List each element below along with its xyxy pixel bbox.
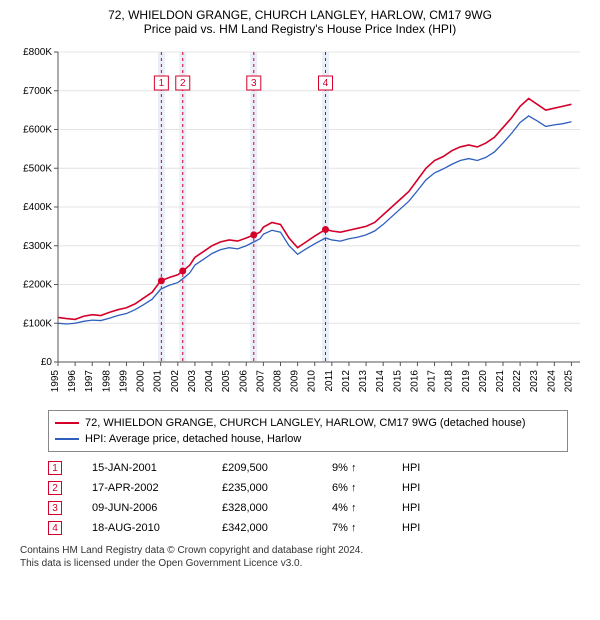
legend-label: HPI: Average price, detached house, Harl… <box>85 433 301 445</box>
svg-text:2006: 2006 <box>238 370 249 393</box>
legend-swatch <box>55 438 79 440</box>
svg-text:2023: 2023 <box>529 370 540 393</box>
event-delta: 6% ↑ <box>332 482 402 494</box>
svg-text:1997: 1997 <box>84 370 95 393</box>
footer-line2: This data is licensed under the Open Gov… <box>20 557 590 570</box>
svg-text:2012: 2012 <box>341 370 352 393</box>
event-price: £342,000 <box>222 522 332 534</box>
svg-text:£100K: £100K <box>23 318 52 329</box>
event-price: £209,500 <box>222 462 332 474</box>
svg-text:1995: 1995 <box>50 370 61 393</box>
event-price: £328,000 <box>222 502 332 514</box>
svg-text:£600K: £600K <box>23 125 52 136</box>
svg-text:2013: 2013 <box>358 370 369 393</box>
svg-text:£800K: £800K <box>23 47 52 58</box>
svg-text:2018: 2018 <box>444 370 455 393</box>
event-row: 4 18-AUG-2010£342,0007% ↑HPI <box>48 518 568 538</box>
event-marker: 2 <box>48 481 62 495</box>
svg-text:£500K: £500K <box>23 163 52 174</box>
event-hpi: HPI <box>402 502 442 514</box>
svg-text:£400K: £400K <box>23 202 52 213</box>
event-date: 17-APR-2002 <box>92 482 222 494</box>
chart-svg: 1 2 3 4 £0 £100K £200K £300K £400K £500K £600K £700… <box>10 42 590 402</box>
svg-text:£700K: £700K <box>23 86 52 97</box>
event-row: 3 09-JUN-2006£328,0004% ↑HPI <box>48 498 568 518</box>
event-delta: 4% ↑ <box>332 502 402 514</box>
event-date: 18-AUG-2010 <box>92 522 222 534</box>
svg-text:2015: 2015 <box>392 370 403 393</box>
svg-text:2025: 2025 <box>563 370 574 393</box>
event-hpi: HPI <box>402 462 442 474</box>
svg-text:2021: 2021 <box>495 370 506 393</box>
footer-line1: Contains HM Land Registry data © Crown c… <box>20 544 590 557</box>
svg-text:2001: 2001 <box>153 370 164 393</box>
svg-text:1: 1 <box>159 78 165 89</box>
svg-text:1996: 1996 <box>67 370 78 393</box>
event-marker: 3 <box>48 501 62 515</box>
svg-text:2010: 2010 <box>307 370 318 393</box>
svg-text:2016: 2016 <box>409 370 420 393</box>
svg-text:2014: 2014 <box>375 370 386 393</box>
event-price: £235,000 <box>222 482 332 494</box>
svg-text:2004: 2004 <box>204 370 215 393</box>
svg-text:2000: 2000 <box>136 370 147 393</box>
event-table: 115-JAN-2001£209,5009% ↑HPI217-APR-2002£… <box>48 458 568 538</box>
svg-text:2022: 2022 <box>512 370 523 393</box>
svg-text:£300K: £300K <box>23 241 52 252</box>
event-row: 1 15-JAN-2001£209,5009% ↑HPI <box>48 458 568 478</box>
chart-title-block: 72, WHIELDON GRANGE, CHURCH LANGLEY, HAR… <box>10 8 590 36</box>
legend-label: 72, WHIELDON GRANGE, CHURCH LANGLEY, HAR… <box>85 417 526 429</box>
svg-text:2008: 2008 <box>272 370 283 393</box>
legend-row: HPI: Average price, detached house, Harl… <box>55 431 561 447</box>
legend-row: 72, WHIELDON GRANGE, CHURCH LANGLEY, HAR… <box>55 415 561 431</box>
chart-title-line2: Price paid vs. HM Land Registry's House … <box>10 22 590 36</box>
event-date: 15-JAN-2001 <box>92 462 222 474</box>
svg-text:2020: 2020 <box>478 370 489 393</box>
svg-text:£200K: £200K <box>23 280 52 291</box>
event-delta: 9% ↑ <box>332 462 402 474</box>
event-date: 09-JUN-2006 <box>92 502 222 514</box>
event-marker: 4 <box>48 521 62 535</box>
event-hpi: HPI <box>402 522 442 534</box>
svg-text:2011: 2011 <box>324 370 335 392</box>
price-chart: 1 2 3 4 £0 £100K £200K £300K £400K £500K £600K £700… <box>10 42 590 402</box>
svg-text:2017: 2017 <box>427 370 438 393</box>
event-marker: 1 <box>48 461 62 475</box>
event-row: 2 17-APR-2002£235,0006% ↑HPI <box>48 478 568 498</box>
svg-text:1998: 1998 <box>101 370 112 393</box>
svg-text:2024: 2024 <box>546 370 557 393</box>
event-delta: 7% ↑ <box>332 522 402 534</box>
svg-text:2002: 2002 <box>170 370 181 393</box>
event-hpi: HPI <box>402 482 442 494</box>
svg-text:2019: 2019 <box>461 370 472 393</box>
svg-text:2005: 2005 <box>221 370 232 393</box>
svg-text:2007: 2007 <box>255 370 266 393</box>
svg-text:2003: 2003 <box>187 370 198 393</box>
svg-text:£0: £0 <box>41 357 53 368</box>
svg-text:3: 3 <box>251 78 257 89</box>
chart-title-line1: 72, WHIELDON GRANGE, CHURCH LANGLEY, HAR… <box>10 8 590 22</box>
svg-text:4: 4 <box>323 78 329 89</box>
svg-text:1999: 1999 <box>118 370 129 393</box>
legend-swatch <box>55 422 79 424</box>
svg-text:2009: 2009 <box>290 370 301 393</box>
footer-attribution: Contains HM Land Registry data © Crown c… <box>20 544 590 570</box>
page-root: 72, WHIELDON GRANGE, CHURCH LANGLEY, HAR… <box>0 0 600 578</box>
legend: 72, WHIELDON GRANGE, CHURCH LANGLEY, HAR… <box>48 410 568 452</box>
svg-text:2: 2 <box>180 78 186 89</box>
